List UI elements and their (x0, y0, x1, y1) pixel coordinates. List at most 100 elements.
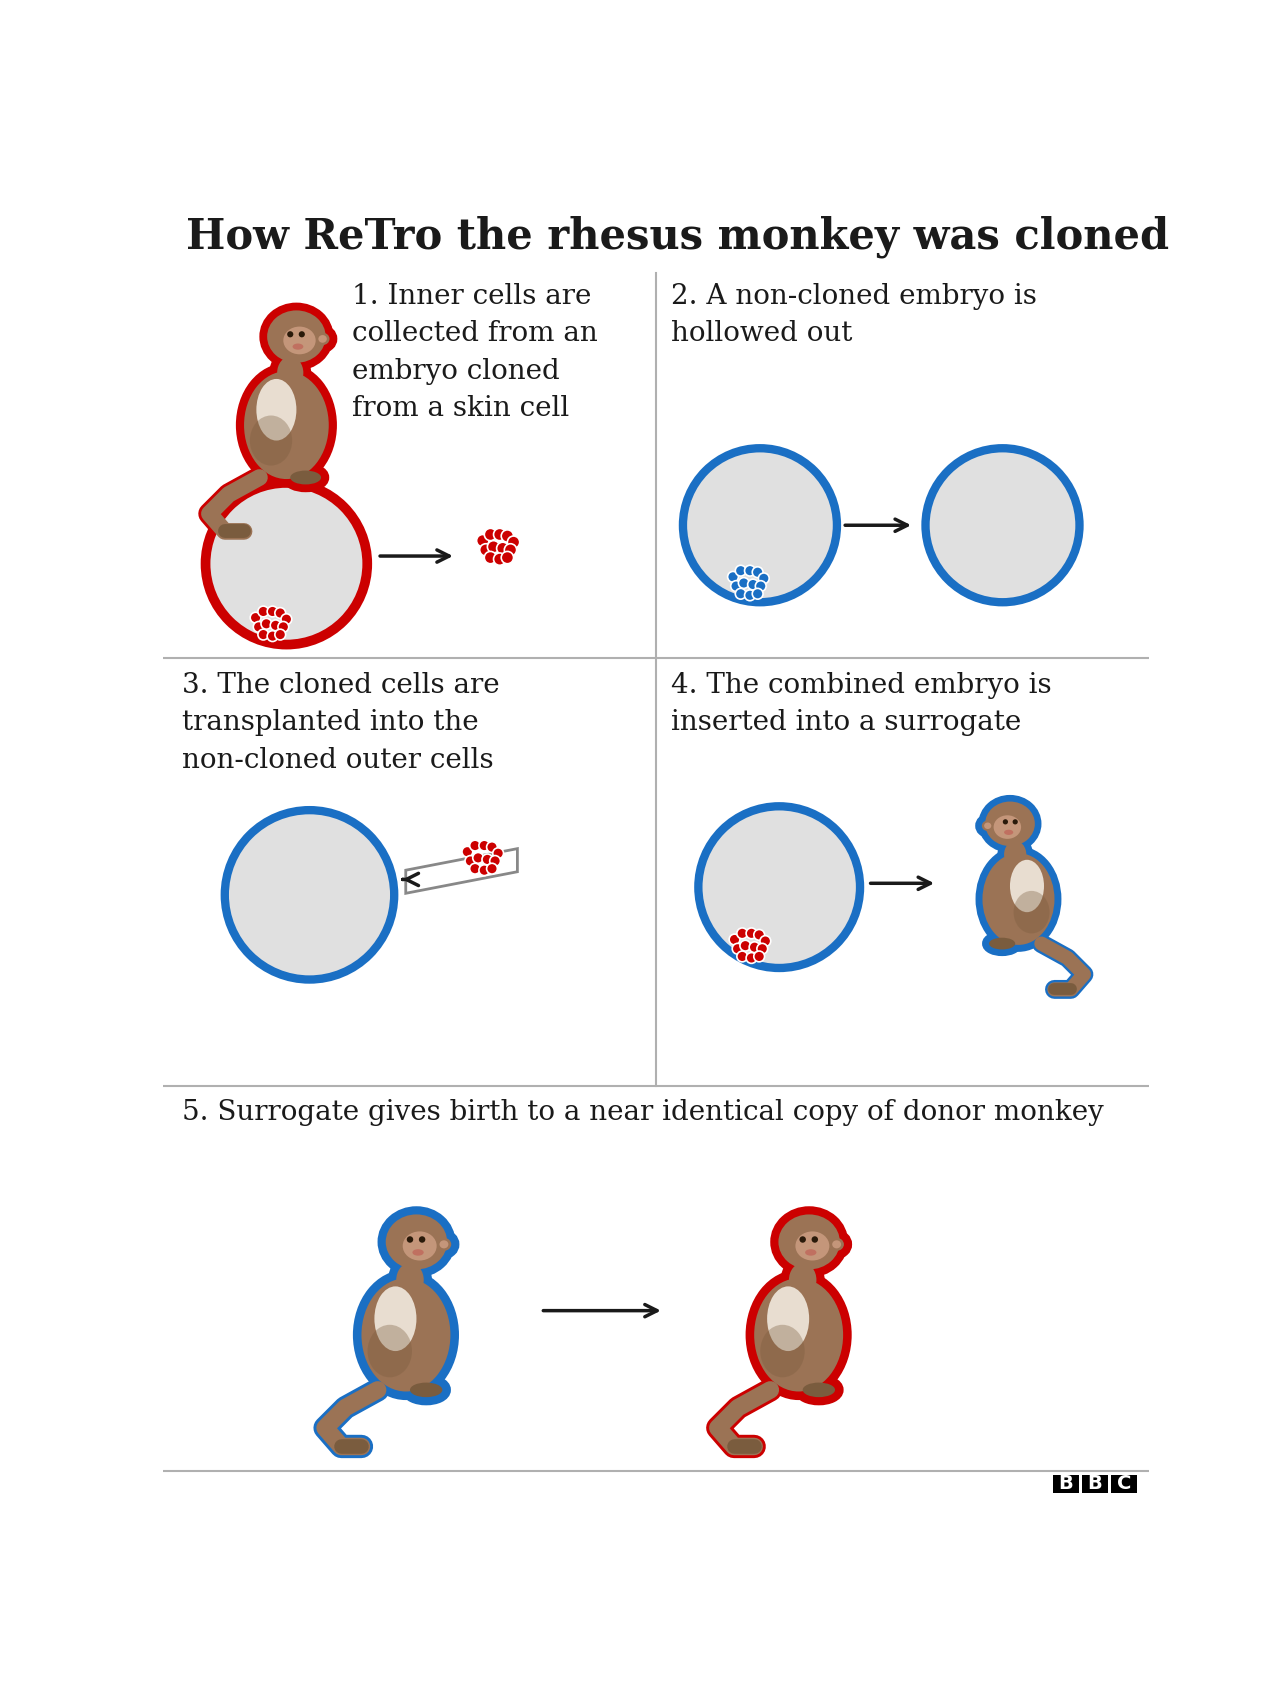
Circle shape (753, 589, 763, 599)
Circle shape (746, 952, 756, 964)
Ellipse shape (367, 1325, 412, 1378)
Circle shape (298, 331, 305, 338)
Text: 4. The combined embryo is
inserted into a surrogate: 4. The combined embryo is inserted into … (672, 671, 1052, 737)
Ellipse shape (801, 1381, 837, 1399)
Ellipse shape (288, 469, 323, 486)
Circle shape (727, 572, 739, 582)
Polygon shape (406, 849, 517, 893)
Circle shape (502, 530, 513, 542)
Ellipse shape (795, 1231, 829, 1260)
Ellipse shape (1014, 891, 1050, 934)
Ellipse shape (403, 1231, 436, 1260)
Circle shape (745, 565, 755, 575)
Ellipse shape (278, 357, 303, 389)
Ellipse shape (268, 311, 325, 363)
Circle shape (732, 944, 742, 954)
Circle shape (282, 614, 292, 624)
Circle shape (278, 621, 289, 632)
Circle shape (225, 811, 394, 979)
Circle shape (737, 950, 748, 962)
Circle shape (754, 930, 764, 940)
Circle shape (470, 863, 480, 875)
Circle shape (490, 856, 500, 866)
Ellipse shape (314, 331, 332, 346)
Text: 5. Surrogate gives birth to a near identical copy of donor monkey: 5. Surrogate gives birth to a near ident… (183, 1098, 1105, 1125)
Circle shape (486, 863, 498, 875)
Circle shape (484, 552, 497, 563)
Circle shape (800, 1236, 806, 1243)
Circle shape (754, 950, 764, 962)
Ellipse shape (754, 1278, 844, 1391)
Text: B: B (1059, 1475, 1073, 1494)
Circle shape (1002, 819, 1009, 824)
Circle shape (488, 540, 499, 553)
Ellipse shape (293, 343, 303, 350)
Circle shape (502, 552, 513, 563)
Circle shape (748, 579, 759, 590)
Ellipse shape (760, 1325, 805, 1378)
Ellipse shape (361, 1278, 451, 1391)
Circle shape (479, 841, 490, 851)
Ellipse shape (832, 1240, 841, 1248)
Circle shape (270, 621, 282, 631)
Circle shape (483, 854, 493, 865)
Ellipse shape (397, 1263, 424, 1297)
Ellipse shape (283, 326, 316, 355)
Ellipse shape (803, 1383, 835, 1398)
Circle shape (812, 1236, 818, 1243)
Ellipse shape (1002, 839, 1028, 870)
Ellipse shape (1010, 860, 1044, 912)
Ellipse shape (980, 819, 995, 833)
Ellipse shape (242, 370, 330, 481)
Circle shape (253, 621, 264, 632)
Ellipse shape (828, 1236, 846, 1253)
Circle shape (745, 590, 755, 600)
Ellipse shape (1004, 841, 1027, 868)
Circle shape (731, 580, 741, 592)
Circle shape (493, 848, 503, 858)
Circle shape (740, 940, 750, 950)
Ellipse shape (984, 801, 1036, 848)
Circle shape (755, 580, 767, 592)
Circle shape (419, 1236, 425, 1243)
Circle shape (739, 577, 749, 589)
Circle shape (925, 447, 1079, 602)
Circle shape (746, 928, 756, 939)
Ellipse shape (439, 1240, 448, 1248)
Circle shape (462, 846, 472, 858)
Ellipse shape (788, 1263, 817, 1297)
Ellipse shape (410, 1383, 443, 1398)
Circle shape (494, 528, 506, 540)
Text: 1. Inner cells are
collected from an
embryo cloned
from a skin cell: 1. Inner cells are collected from an emb… (352, 283, 598, 422)
Text: How ReTro the rhesus monkey was cloned: How ReTro the rhesus monkey was cloned (187, 215, 1170, 259)
Ellipse shape (275, 355, 305, 390)
Ellipse shape (1004, 829, 1014, 834)
Ellipse shape (436, 1238, 452, 1251)
Ellipse shape (375, 1287, 416, 1351)
Circle shape (206, 483, 367, 644)
FancyBboxPatch shape (1052, 1475, 1079, 1494)
Circle shape (730, 934, 740, 945)
Circle shape (684, 447, 837, 602)
Text: 2. A non-cloned embryo is
hollowed out: 2. A non-cloned embryo is hollowed out (672, 283, 1037, 346)
Ellipse shape (778, 1214, 840, 1270)
Ellipse shape (360, 1277, 452, 1393)
Circle shape (486, 841, 498, 853)
Circle shape (257, 606, 269, 617)
Circle shape (735, 565, 746, 575)
Ellipse shape (384, 1213, 449, 1272)
Text: 3. The cloned cells are
transplanted into the
non-cloned outer cells: 3. The cloned cells are transplanted int… (183, 671, 500, 774)
Circle shape (275, 629, 285, 639)
Ellipse shape (753, 1277, 845, 1393)
Ellipse shape (767, 1287, 809, 1351)
Ellipse shape (319, 335, 326, 343)
Circle shape (484, 528, 497, 540)
Ellipse shape (408, 1381, 444, 1399)
Circle shape (476, 535, 489, 547)
Ellipse shape (291, 471, 321, 484)
Circle shape (268, 631, 278, 641)
Circle shape (257, 629, 269, 639)
Ellipse shape (385, 1214, 447, 1270)
Circle shape (287, 331, 293, 338)
Circle shape (753, 567, 763, 577)
